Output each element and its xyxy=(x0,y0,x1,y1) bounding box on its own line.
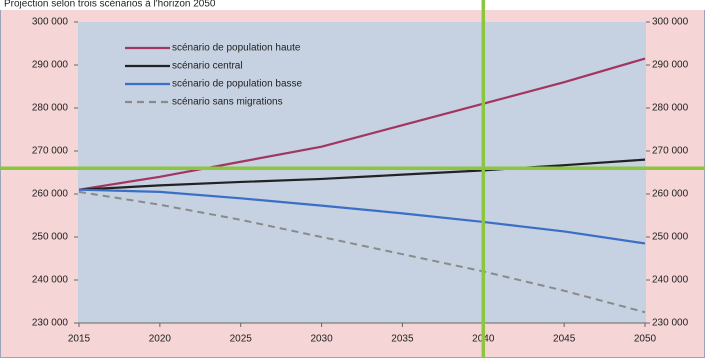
title-band xyxy=(0,0,705,10)
y2-tick-label: 300 000 xyxy=(652,17,689,28)
series-line xyxy=(78,57,646,191)
x-tick-label: 2050 xyxy=(634,334,657,345)
legend-label: scénario sans migrations xyxy=(172,97,283,108)
y2-tick-label: 240 000 xyxy=(652,275,689,286)
series-line xyxy=(78,158,646,191)
legend-label: scénario de population basse xyxy=(172,79,303,90)
y-tick-label: 240 000 xyxy=(32,275,69,286)
series-line xyxy=(78,188,646,245)
y2-tick-label: 250 000 xyxy=(652,232,689,243)
series-line xyxy=(78,190,646,314)
x-tick-label: 2035 xyxy=(391,334,414,345)
y2-tick-label: 280 000 xyxy=(652,103,689,114)
y-tick-label: 280 000 xyxy=(32,103,69,114)
y-tick-label: 300 000 xyxy=(32,17,69,28)
x-tick-label: 2030 xyxy=(310,334,333,345)
y2-tick-label: 270 000 xyxy=(652,146,689,157)
x-tick-label: 2025 xyxy=(230,334,253,345)
chart-title: Projection selon trois scénarios à l'hor… xyxy=(4,0,216,10)
legend-label: scénario de population haute xyxy=(172,43,301,54)
y-tick-label: 270 000 xyxy=(32,146,69,157)
x-tick-label: 2015 xyxy=(68,334,91,345)
plot-area xyxy=(78,22,646,323)
y2-tick-label: 260 000 xyxy=(652,189,689,200)
legend-label: scénario central xyxy=(172,61,243,72)
y2-tick-label: 230 000 xyxy=(652,318,689,329)
y-tick-label: 260 000 xyxy=(32,189,69,200)
y-tick-label: 250 000 xyxy=(32,232,69,243)
y2-tick-label: 290 000 xyxy=(652,60,689,71)
y-tick-label: 230 000 xyxy=(32,318,69,329)
x-tick-label: 2020 xyxy=(149,334,172,345)
y-tick-label: 290 000 xyxy=(32,60,69,71)
x-tick-label: 2045 xyxy=(553,334,576,345)
